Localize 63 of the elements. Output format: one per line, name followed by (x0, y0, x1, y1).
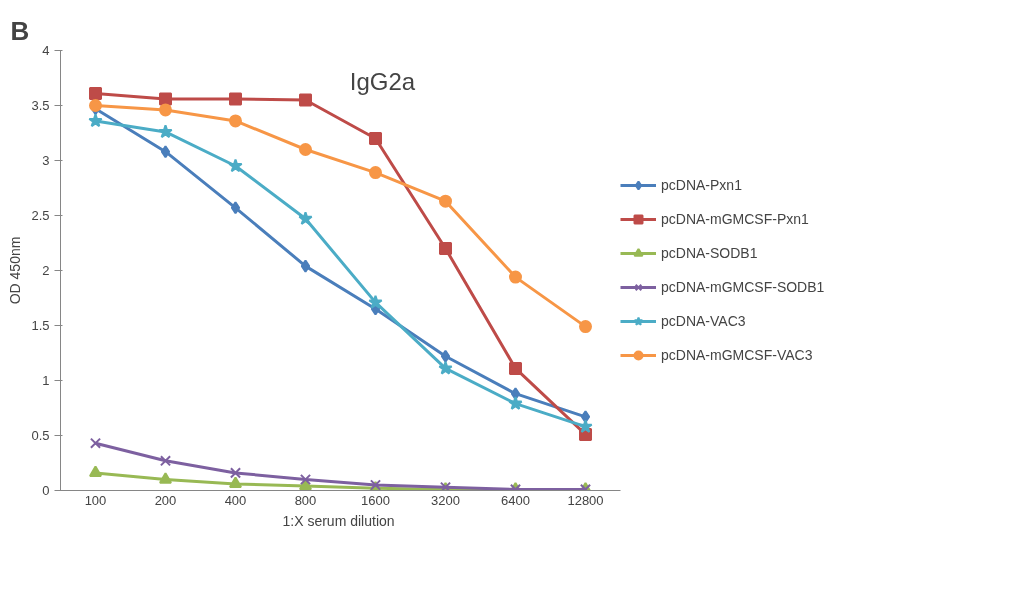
point (89, 99, 102, 112)
legend-label: pcDNA-mGMCSF-Pxn1 (661, 211, 809, 227)
point (88, 113, 103, 128)
legend-label: pcDNA-SODB1 (661, 245, 758, 261)
x-tick-label: 6400 (501, 492, 530, 508)
x-tick-label: 3200 (431, 492, 460, 508)
point (159, 103, 172, 117)
point (299, 93, 312, 107)
point (89, 437, 102, 449)
y-tick-label: 1.5 (31, 318, 50, 333)
y-tick-label: 1 (42, 373, 50, 388)
x-tick-label: 12800 (567, 492, 604, 508)
y-tick-label: 2.5 (31, 208, 50, 223)
y-tick-label: 3.5 (31, 98, 50, 113)
y-tick-label: 4 (42, 43, 50, 58)
x-tick-label: 800 (294, 492, 317, 508)
point (229, 467, 242, 479)
point (229, 476, 242, 489)
point (509, 361, 522, 375)
point (159, 92, 172, 106)
point (369, 132, 382, 145)
legend-label: pcDNA-Pxn1 (661, 177, 742, 193)
y-tick-label: 3 (42, 153, 50, 168)
point (579, 320, 592, 334)
point (228, 158, 243, 173)
point (580, 410, 591, 424)
point (299, 473, 312, 486)
y-tick-label: 0 (42, 483, 50, 498)
point (300, 259, 311, 273)
point (299, 143, 312, 156)
point (159, 455, 172, 467)
legend-label: pcDNA-mGMCSF-SODB1 (661, 279, 825, 295)
point (158, 124, 173, 139)
legend-label: pcDNA-mGMCSF-VAC3 (661, 347, 813, 363)
point (508, 396, 523, 410)
x-tick-label: 1600 (361, 492, 390, 508)
x-tick-label: 200 (154, 492, 177, 508)
legend-label: pcDNA-VAC3 (661, 313, 746, 329)
point (89, 86, 102, 100)
point (159, 472, 172, 484)
x-tick-label: 400 (224, 492, 247, 508)
point (438, 360, 453, 375)
point (510, 387, 521, 401)
point (298, 211, 313, 226)
y-tick-label: 2 (42, 263, 50, 278)
point (160, 145, 171, 159)
point (229, 114, 242, 128)
y-tick-label: 0.5 (31, 428, 50, 443)
point (439, 194, 452, 208)
point (440, 349, 451, 363)
point (229, 92, 242, 106)
text: B (10, 15, 30, 46)
point (439, 242, 452, 255)
point (369, 166, 382, 180)
x-tick-label: 100 (84, 492, 107, 508)
point (578, 419, 593, 433)
y-axis-title: OD 450nm (7, 236, 24, 305)
x-axis-title: 1:X serum dilution (282, 512, 395, 529)
point (230, 201, 241, 215)
text: IgG2a (349, 67, 416, 95)
point (509, 270, 522, 284)
point (89, 465, 102, 478)
point (368, 294, 383, 309)
